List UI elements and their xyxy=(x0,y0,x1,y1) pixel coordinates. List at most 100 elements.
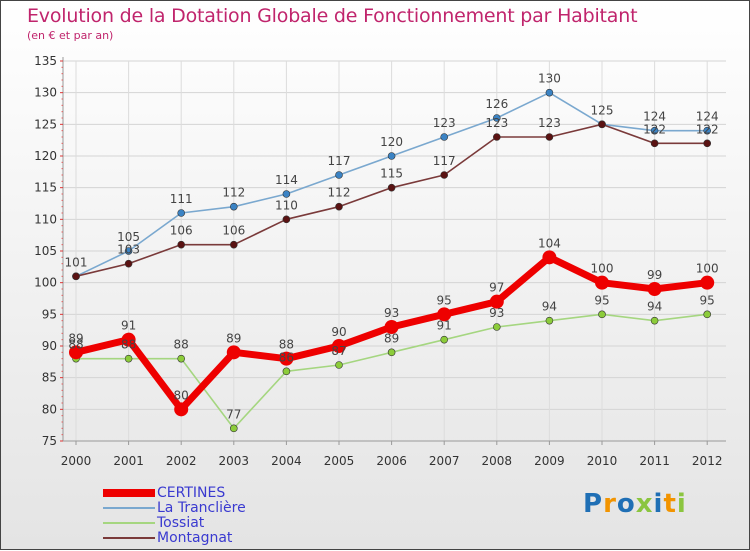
legend-label: La Tranclière xyxy=(157,499,246,516)
data-label-la-trancli-re: 117 xyxy=(328,154,351,168)
data-point-tossiat xyxy=(598,310,606,319)
x-tick-label: 2001 xyxy=(113,454,144,468)
y-tick-label: 130 xyxy=(34,86,57,100)
x-tick-label: 2009 xyxy=(534,454,565,468)
x-tick-label: 2007 xyxy=(429,454,460,468)
data-label-la-trancli-re: 125 xyxy=(591,103,614,117)
data-label-tossiat: 93 xyxy=(489,306,504,320)
legend-swatch xyxy=(103,536,155,539)
data-point-montagnat xyxy=(598,120,606,129)
data-label-la-trancli-re: 123 xyxy=(433,116,456,130)
data-label-montagnat: 101 xyxy=(65,255,88,269)
data-point-la-trancli-re xyxy=(703,126,712,135)
data-label-la-trancli-re: 112 xyxy=(222,186,245,200)
data-label-certines: 90 xyxy=(331,325,346,339)
legend-item: Montagnat xyxy=(103,530,246,545)
chart-subtitle: (en € et par an) xyxy=(27,29,114,42)
data-point-la-trancli-re xyxy=(650,126,659,135)
data-label-tossiat: 91 xyxy=(437,319,452,333)
x-tick-label: 2004 xyxy=(271,454,302,468)
data-label-certines: 100 xyxy=(591,262,614,276)
data-label-montagnat: 112 xyxy=(328,186,351,200)
logo-letter: x xyxy=(635,489,654,519)
y-tick-label: 105 xyxy=(34,244,57,258)
data-point-tossiat xyxy=(335,361,343,369)
y-tick-label: 110 xyxy=(34,212,57,226)
data-point-certines xyxy=(595,275,609,290)
data-point-tossiat xyxy=(703,310,712,319)
logo-letter: t xyxy=(663,489,677,519)
y-tick-label: 85 xyxy=(42,371,57,385)
data-label-tossiat: 77 xyxy=(226,407,241,421)
data-label-la-trancli-re: 105 xyxy=(117,230,140,244)
data-point-tossiat xyxy=(230,424,238,433)
data-label-certines: 93 xyxy=(384,306,399,320)
data-label-montagnat: 117 xyxy=(433,154,456,168)
data-label-tossiat: 88 xyxy=(68,338,83,352)
legend-item: CERTINES xyxy=(103,485,246,500)
data-point-certines xyxy=(69,345,83,360)
data-label-montagnat: 123 xyxy=(538,116,561,130)
legend-swatch xyxy=(103,488,155,497)
data-point-tossiat xyxy=(124,354,133,363)
data-point-montagnat xyxy=(177,240,185,249)
data-point-montagnat xyxy=(387,183,396,192)
data-label-certines: 97 xyxy=(489,281,504,295)
data-label-la-trancli-re: 111 xyxy=(170,192,193,206)
data-point-la-trancli-re xyxy=(492,114,501,122)
data-point-tossiat xyxy=(387,348,396,357)
data-point-montagnat xyxy=(440,171,449,179)
data-point-certines xyxy=(437,307,452,322)
x-tick-label: 2000 xyxy=(61,454,92,468)
logo-letter: i xyxy=(676,489,687,519)
data-label-tossiat: 89 xyxy=(384,331,399,345)
data-point-montagnat xyxy=(703,139,712,148)
data-point-la-trancli-re xyxy=(177,209,185,217)
logo-letter: P xyxy=(583,489,604,519)
y-tick-label: 120 xyxy=(34,149,57,163)
data-label-montagnat: 123 xyxy=(485,116,508,130)
data-point-tossiat xyxy=(177,354,185,363)
data-label-montagnat: 106 xyxy=(170,224,193,238)
y-tick-label: 115 xyxy=(34,181,57,195)
data-label-tossiat: 86 xyxy=(279,350,294,364)
data-label-la-trancli-re: 130 xyxy=(538,72,561,86)
x-tick-label: 2010 xyxy=(587,454,618,468)
y-tick-label: 80 xyxy=(42,402,57,416)
data-point-tossiat xyxy=(545,316,554,325)
data-point-tossiat xyxy=(440,335,449,344)
y-tick-label: 95 xyxy=(42,307,57,321)
data-label-la-trancli-re: 124 xyxy=(696,110,719,124)
data-point-la-trancli-re xyxy=(545,88,554,97)
data-label-tossiat: 94 xyxy=(647,300,662,314)
data-point-certines xyxy=(542,250,557,265)
legend-item: La Tranclière xyxy=(103,500,246,515)
data-label-montagnat: 103 xyxy=(117,243,140,257)
y-tick-label: 135 xyxy=(34,54,57,68)
data-point-certines xyxy=(332,339,346,353)
proxiti-logo: Proxiti xyxy=(583,489,687,519)
data-point-la-trancli-re xyxy=(282,190,291,198)
legend: CERTINES La Tranclière Tossiat Montagnat xyxy=(103,485,246,545)
legend-swatch xyxy=(103,521,155,524)
logo-letter: r xyxy=(603,489,617,519)
data-label-montagnat: 115 xyxy=(380,167,403,181)
data-label-montagnat: 110 xyxy=(275,198,298,212)
logo-letter: i xyxy=(653,489,664,519)
data-label-tossiat: 88 xyxy=(121,338,136,352)
data-label-certines: 89 xyxy=(226,331,241,345)
y-tick-label: 125 xyxy=(34,117,57,131)
data-label-certines: 91 xyxy=(121,319,136,333)
x-tick-label: 2008 xyxy=(482,454,513,468)
data-point-montagnat xyxy=(335,202,343,211)
data-point-la-trancli-re xyxy=(124,247,133,255)
data-point-tossiat xyxy=(282,367,291,376)
data-label-la-trancli-re: 114 xyxy=(275,173,298,187)
x-tick-label: 2006 xyxy=(376,454,407,468)
data-label-tossiat: 94 xyxy=(542,300,557,314)
data-point-tossiat xyxy=(650,316,659,325)
data-point-certines xyxy=(226,345,241,360)
data-point-montagnat xyxy=(650,139,659,148)
